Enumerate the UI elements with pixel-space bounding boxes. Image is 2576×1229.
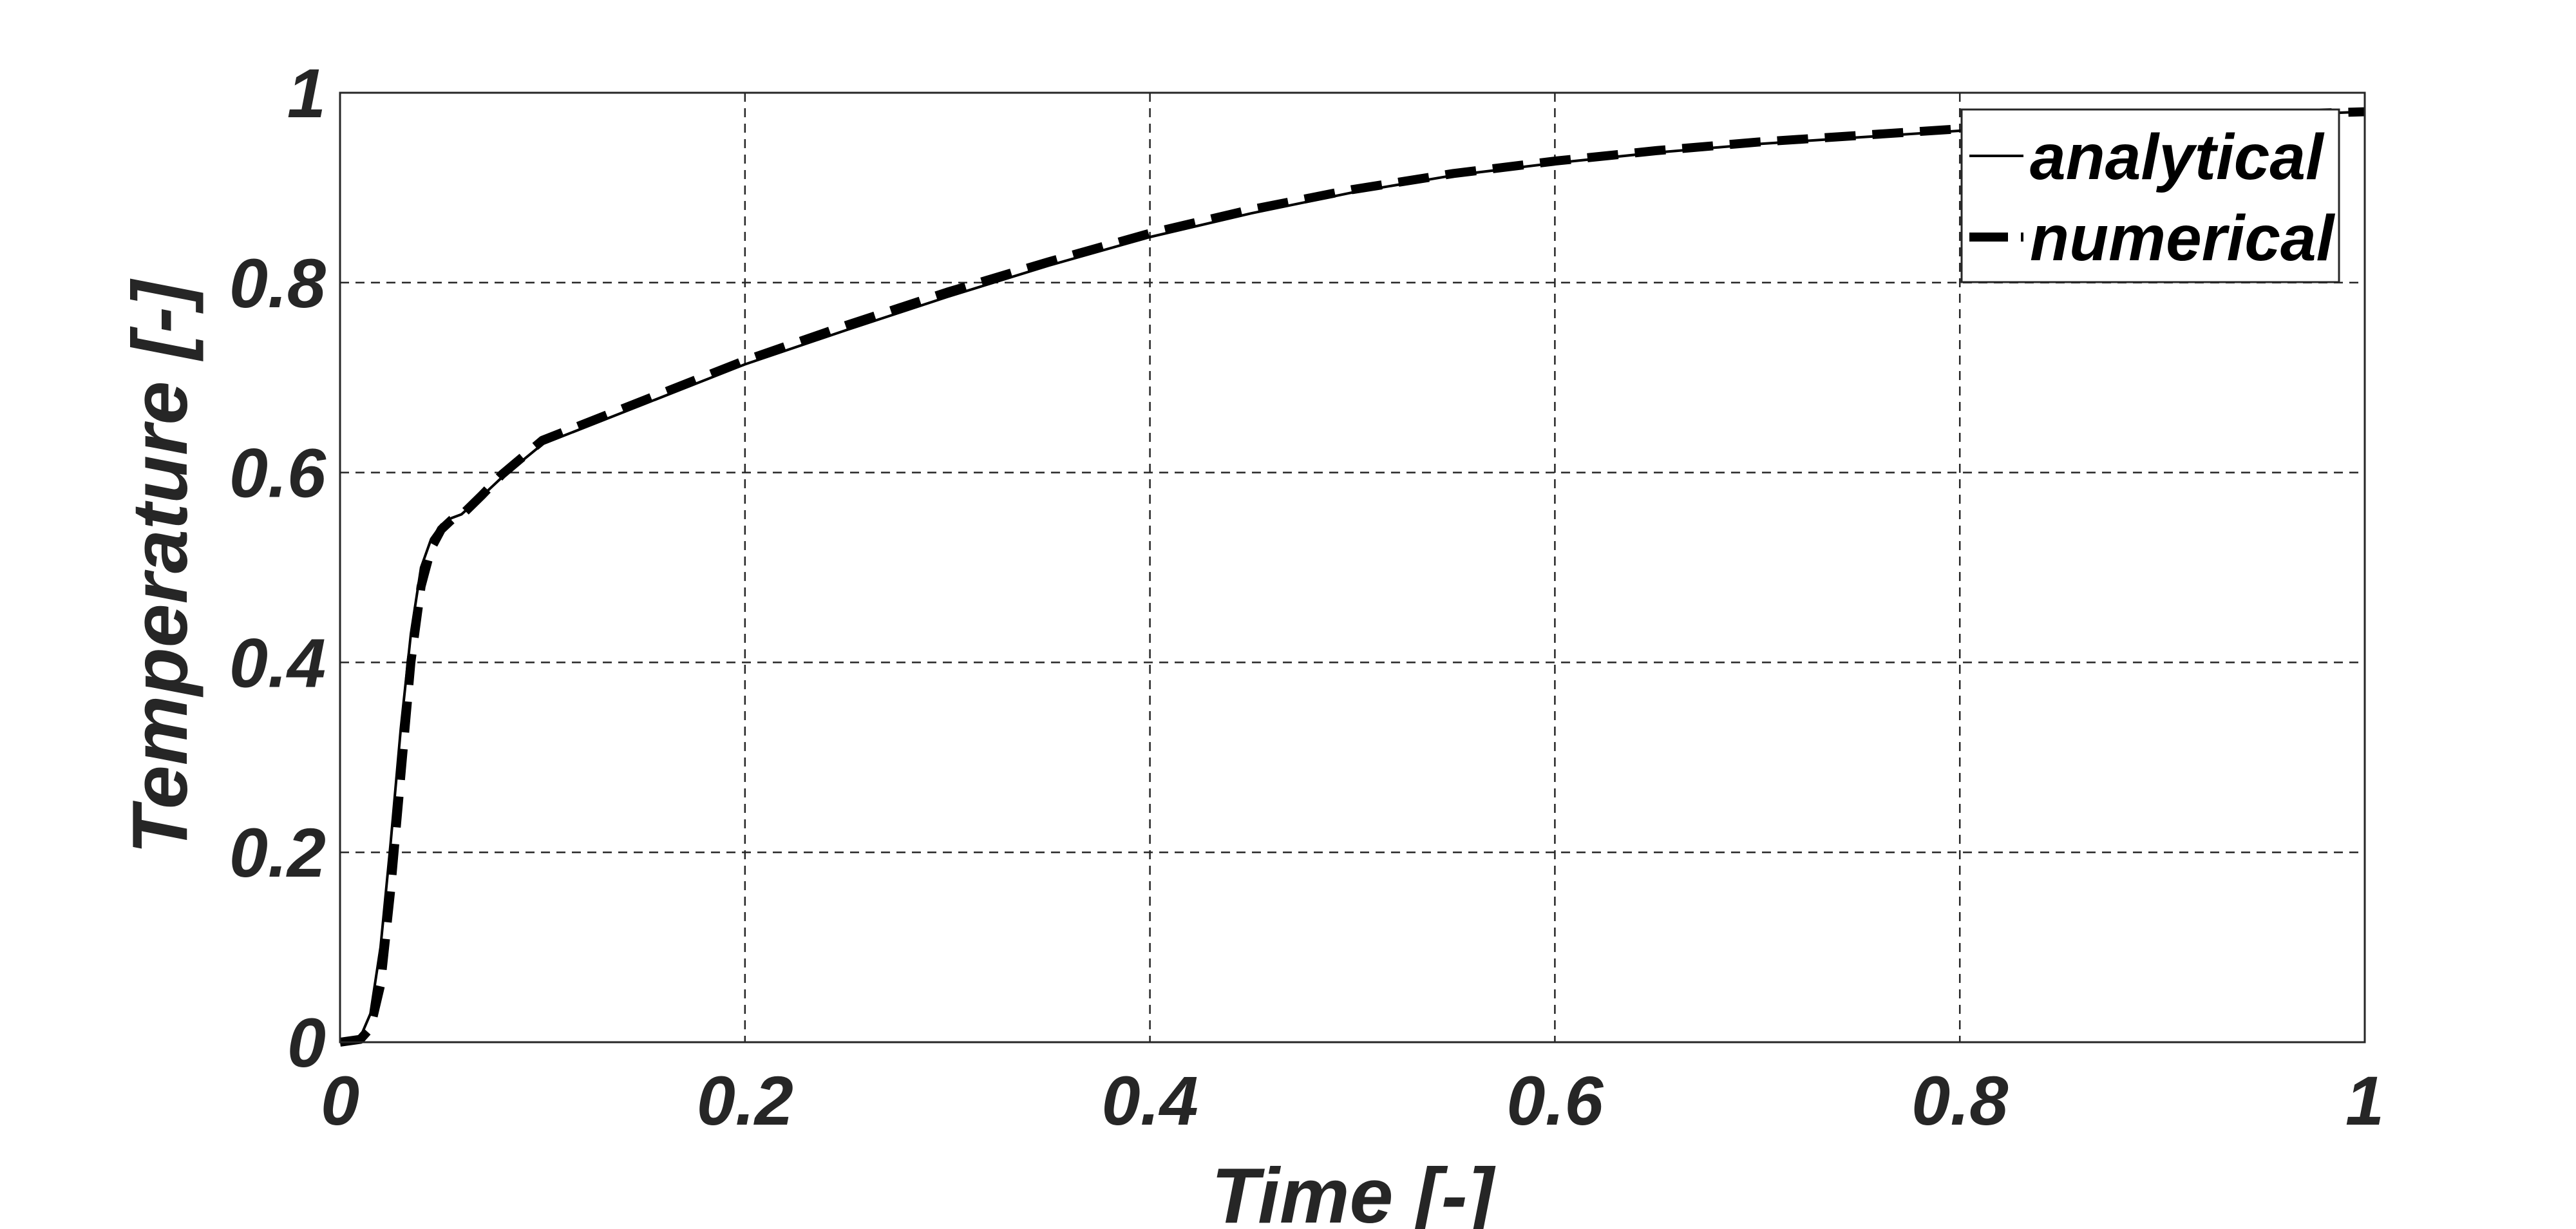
x-tick-label: 1: [2345, 1062, 2384, 1139]
x-tick-label: 0.8: [1911, 1062, 2008, 1139]
y-tick-label: 1: [287, 54, 326, 132]
x-tick-label: 0.2: [697, 1062, 793, 1139]
legend: analytical numerical: [1960, 108, 2340, 283]
y-axis-label: Temperature [-]: [116, 278, 204, 854]
y-tick-label: 0.8: [229, 244, 326, 322]
plot-area-frame: [339, 91, 2366, 1043]
x-tick-label: 0.4: [1102, 1062, 1198, 1139]
legend-box: [1960, 108, 2340, 283]
series-line-numerical: [339, 107, 2365, 1047]
y-tick-label: 0.6: [229, 434, 327, 512]
y-tick-label: 0.2: [229, 814, 326, 891]
x-tick-label: 0.6: [1506, 1062, 1604, 1139]
y-tick-label: 0: [287, 1004, 326, 1081]
tick-labels: 0 0.2 0.4 0.6 0.8 1 0 0.2 0.4 0.6 0.8 1: [229, 54, 2384, 1139]
series-lines: [339, 107, 2365, 1047]
legend-label-numerical: numerical: [2030, 202, 2336, 274]
y-tick-label: 0.4: [229, 624, 326, 701]
x-axis-label: Time [-]: [1211, 1152, 1496, 1229]
x-tick-label: 0: [321, 1062, 359, 1139]
series-line-analytical: [339, 110, 2365, 1043]
legend-label-analytical: analytical: [2030, 121, 2325, 193]
grid: [340, 93, 2365, 1042]
